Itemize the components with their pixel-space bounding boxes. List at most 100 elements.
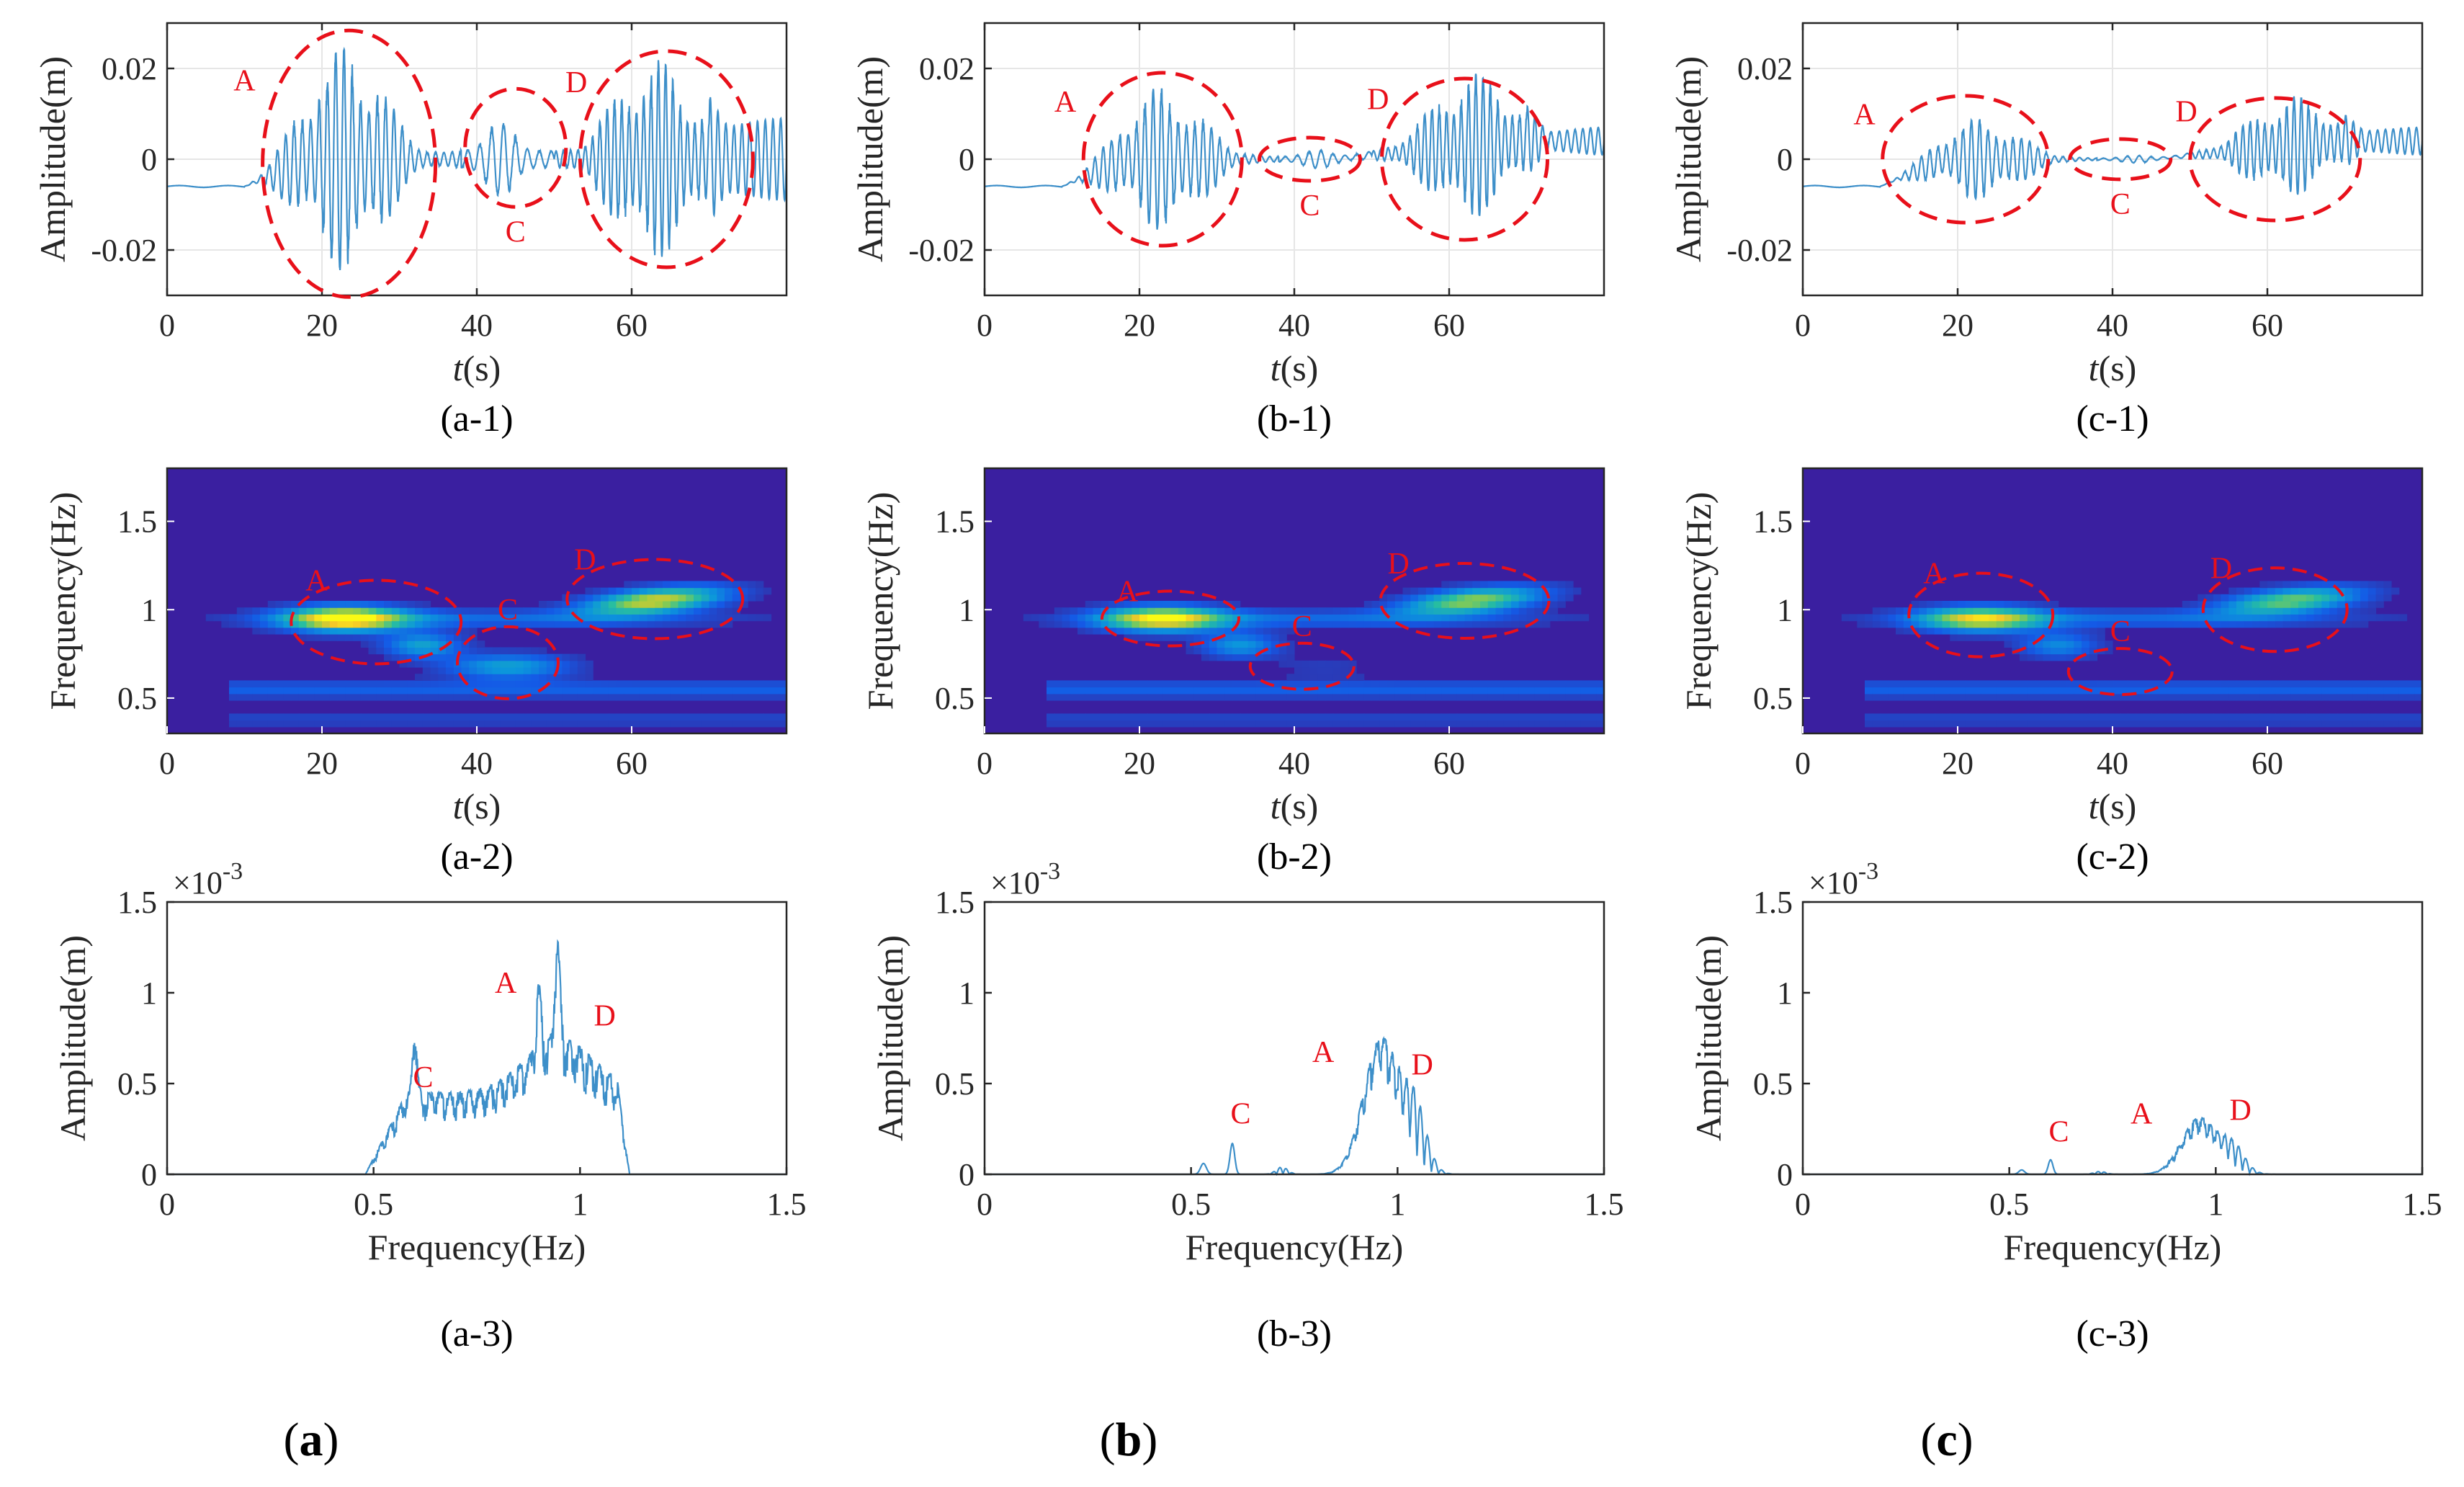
spectrogram-cell bbox=[391, 607, 400, 615]
spectrogram-cell bbox=[415, 713, 424, 721]
spectrogram-cell bbox=[1394, 601, 1404, 608]
spectrogram-cell bbox=[1155, 634, 1163, 641]
spectrogram-cell bbox=[2375, 680, 2384, 688]
spectrogram-cell bbox=[484, 620, 493, 628]
spectrogram-cell bbox=[1309, 620, 1318, 628]
spectrogram-cell bbox=[2020, 693, 2028, 701]
spectrogram-cell bbox=[2074, 693, 2082, 701]
spectrogram-cell bbox=[2244, 720, 2253, 728]
spectrogram-cell bbox=[2089, 713, 2098, 721]
spectrogram-cell bbox=[694, 587, 702, 595]
spectrogram-cell bbox=[469, 713, 478, 721]
spectrogram-cell bbox=[1565, 587, 1574, 595]
spectrogram-cell bbox=[438, 660, 447, 668]
spectrogram-cell bbox=[2298, 687, 2307, 695]
spectrogram-cell bbox=[554, 693, 563, 701]
spectrogram-cell bbox=[2275, 687, 2284, 695]
spectrogram-cell bbox=[244, 693, 253, 701]
spectrogram-cell bbox=[1903, 627, 1912, 635]
spectrogram-cell bbox=[701, 693, 710, 701]
spectrogram-cell bbox=[1348, 693, 1357, 701]
spectrogram-cell bbox=[2414, 693, 2423, 701]
spectrogram-cell bbox=[2082, 693, 2090, 701]
spectrogram-cell bbox=[1433, 720, 1442, 728]
spectrogram-cell bbox=[2082, 634, 2090, 641]
spectrogram-cell bbox=[492, 713, 501, 721]
spectrogram-cell bbox=[415, 620, 424, 628]
spectrogram-cell bbox=[2290, 693, 2299, 701]
spectrogram-cell bbox=[1263, 640, 1272, 648]
spectrogram-cell bbox=[368, 601, 377, 608]
spectrogram-cell bbox=[298, 607, 308, 615]
spectrogram-cell bbox=[446, 687, 454, 695]
spectrogram-cell bbox=[670, 693, 679, 701]
spectrogram-cell bbox=[267, 614, 277, 622]
spectrogram-cell bbox=[2360, 720, 2369, 728]
spectrogram-cell bbox=[624, 587, 632, 595]
spectrogram-cell bbox=[306, 614, 315, 622]
spectrogram-cell bbox=[2275, 601, 2284, 608]
spectrogram-cell bbox=[1263, 693, 1272, 701]
spectrogram-cell bbox=[1942, 693, 1950, 701]
spectrogram-cell bbox=[391, 620, 400, 628]
spectrogram-cell bbox=[2167, 607, 2175, 615]
spectrogram-cell bbox=[492, 720, 501, 728]
spectrogram-cell bbox=[701, 607, 710, 615]
spectrogram-cell bbox=[236, 614, 246, 622]
spectrogram-cell bbox=[1217, 601, 1225, 608]
spectrogram-cell bbox=[2282, 587, 2291, 595]
spectrogram-cell bbox=[291, 687, 300, 695]
spectrogram-cell bbox=[2190, 693, 2198, 701]
spectrogram-cell bbox=[275, 614, 284, 622]
spectrogram-cell bbox=[1965, 627, 1974, 635]
spectrogram-cell bbox=[1958, 627, 1966, 635]
spectrogram-cell bbox=[562, 607, 570, 615]
spectrogram-cell bbox=[616, 693, 624, 701]
spectrogram-cell bbox=[384, 640, 393, 648]
spectrogram-cell bbox=[283, 601, 292, 608]
spectrogram-cell bbox=[283, 720, 292, 728]
spectrogram-cell bbox=[2352, 614, 2361, 622]
spectrogram-cell bbox=[2244, 687, 2253, 695]
spectrogram-cell bbox=[1402, 680, 1411, 688]
spectrogram-cell bbox=[2375, 693, 2384, 701]
spectrogram-cell bbox=[624, 620, 632, 628]
spectrogram-cell bbox=[407, 640, 416, 648]
spectrogram-cell bbox=[2004, 713, 2012, 721]
spectrogram-cell bbox=[1425, 601, 1435, 608]
spectrogram-cell bbox=[508, 614, 516, 622]
spectrogram-cell bbox=[577, 620, 586, 628]
spectrogram-cell bbox=[1132, 713, 1140, 721]
spectrogram-cell bbox=[771, 680, 779, 688]
spectrogram-cell bbox=[2174, 680, 2183, 688]
spectrogram-cell bbox=[1549, 581, 1559, 589]
spectrogram-cell bbox=[2027, 640, 2036, 648]
spectrogram-cell bbox=[562, 680, 570, 688]
spectrogram-cell bbox=[709, 680, 717, 688]
spectrogram-cell bbox=[1441, 594, 1450, 602]
spectrogram-cell bbox=[1340, 713, 1349, 721]
spectrogram-cell bbox=[1271, 627, 1280, 635]
spectrogram-cell bbox=[585, 620, 593, 628]
spectrogram-cell bbox=[298, 627, 308, 635]
spectrogram-cell bbox=[1487, 620, 1497, 628]
region-ellipse-A bbox=[290, 579, 463, 666]
spectrogram-cell bbox=[2167, 680, 2175, 688]
spectrogram-cell bbox=[608, 594, 617, 602]
spectrogram-cell bbox=[717, 693, 725, 701]
spectrogram-cell bbox=[1449, 720, 1458, 728]
spectrogram-cell bbox=[2120, 614, 2129, 622]
spectrogram-cell bbox=[1085, 687, 1094, 695]
spectrogram-cell bbox=[2082, 653, 2090, 661]
x-tick-label: 60 bbox=[616, 746, 648, 781]
y-tick-label: -0.02 bbox=[908, 233, 975, 268]
subplot-label: (a-3) bbox=[440, 1313, 513, 1354]
spectrogram-cell bbox=[275, 713, 284, 721]
spectrogram-cell bbox=[500, 667, 509, 674]
spectrogram-cell bbox=[399, 680, 408, 688]
spectrogram-cell bbox=[453, 680, 462, 688]
spectrogram-cell bbox=[345, 614, 354, 622]
spectrogram-cell bbox=[2066, 680, 2074, 688]
spectrogram-cell bbox=[469, 607, 478, 615]
spectrogram-cell bbox=[2244, 587, 2253, 595]
